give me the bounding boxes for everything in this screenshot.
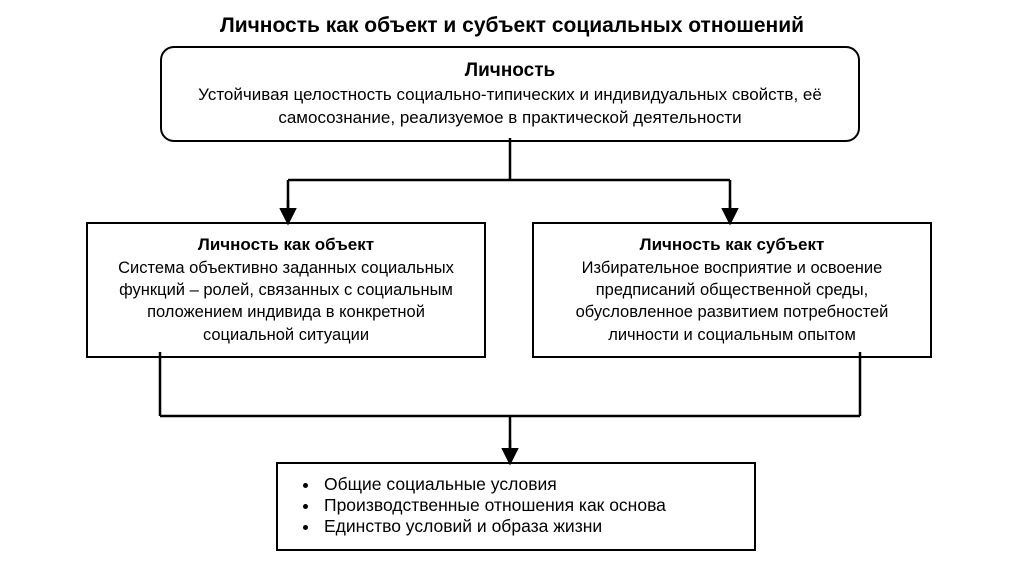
node-object-body: Система объективно заданных социальных ф… (102, 257, 470, 346)
conditions-list: Общие социальные условия Производственны… (306, 474, 732, 537)
node-subject-title: Личность как субъект (548, 234, 916, 257)
node-personality-body: Устойчивая целостность социально-типичес… (176, 84, 844, 130)
diagram-title: Личность как объект и субъект социальных… (0, 14, 1024, 38)
node-subject-body: Избирательное восприятие и освоение пред… (548, 257, 916, 346)
node-subject: Личность как субъект Избирательное воспр… (532, 222, 932, 358)
edge-top-split (288, 138, 730, 222)
list-item: Производственные отношения как основа (320, 495, 732, 516)
node-personality-title: Личность (176, 58, 844, 84)
node-object: Личность как объект Система объективно з… (86, 222, 486, 358)
edge-bottom-merge (160, 352, 860, 462)
diagram-title-text: Личность как объект и субъект социальных… (220, 14, 804, 37)
node-conditions: Общие социальные условия Производственны… (276, 462, 756, 551)
node-object-title: Личность как объект (102, 234, 470, 257)
node-personality: Личность Устойчивая целостность социальн… (160, 46, 860, 142)
list-item: Общие социальные условия (320, 474, 732, 495)
list-item: Единство условий и образа жизни (320, 516, 732, 537)
